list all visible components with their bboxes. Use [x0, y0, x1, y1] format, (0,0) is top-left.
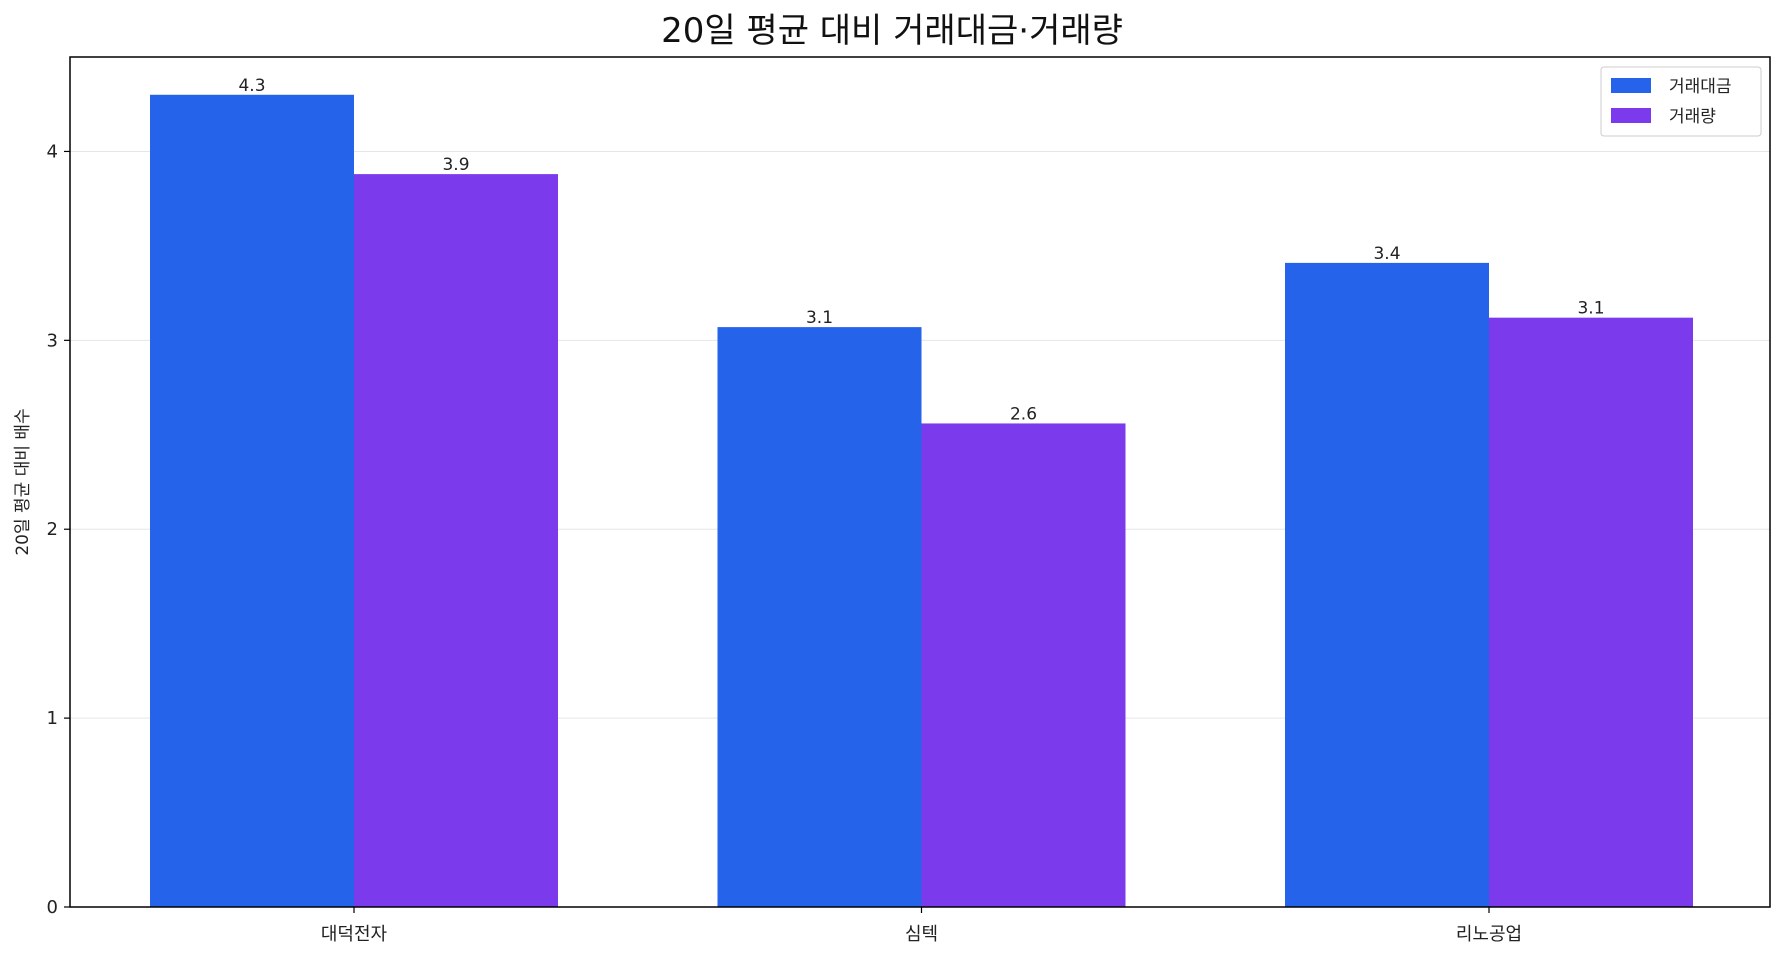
x-tick-label-2: 리노공업 [1456, 924, 1522, 945]
bars-group [150, 94, 1693, 908]
y-axis-label: 20일 평균 대비 배수 [13, 408, 33, 555]
data-labels-group: 4.3 3.9 3.1 2.6 3.4 3.1 [238, 76, 1604, 425]
x-tick-label-1: 심텍 [905, 924, 938, 945]
data-label-0-2: 3.4 [1373, 244, 1400, 264]
bar-1-0 [354, 174, 558, 908]
data-label-1-1: 2.6 [1010, 404, 1037, 424]
bar-0-1 [717, 327, 922, 908]
x-tick-label-0: 대덕전자 [321, 924, 388, 945]
bar-1-2 [1489, 317, 1693, 908]
legend-swatch-0 [1611, 78, 1651, 93]
data-label-0-0: 4.3 [238, 76, 265, 96]
legend-swatch-1 [1611, 108, 1651, 123]
legend-label-0: 거래대금 [1669, 77, 1732, 97]
chart-title: 20일 평균 대비 거래대금·거래량 [661, 11, 1123, 51]
plot-frame [69, 56, 1771, 908]
data-label-1-0: 3.9 [442, 155, 469, 175]
y-tick-label-4: 4 [47, 141, 58, 162]
y-axis-ticks: 0 1 2 3 4 [47, 141, 70, 918]
y-tick-label-3: 3 [47, 330, 58, 351]
data-label-1-2: 3.1 [1577, 299, 1604, 319]
y-tick-label-0: 0 [47, 897, 58, 918]
bar-1-1 [921, 423, 1126, 907]
legend: 거래대금 거래량 [1600, 66, 1762, 137]
bar-0-2 [1285, 262, 1489, 907]
bar-0-0 [150, 94, 354, 908]
y-tick-label-1: 1 [47, 708, 58, 729]
x-axis-ticks: 대덕전자 심텍 리노공업 [321, 907, 1522, 945]
data-label-0-1: 3.1 [806, 308, 833, 328]
legend-label-1: 거래량 [1669, 107, 1716, 127]
y-tick-label-2: 2 [47, 519, 58, 540]
